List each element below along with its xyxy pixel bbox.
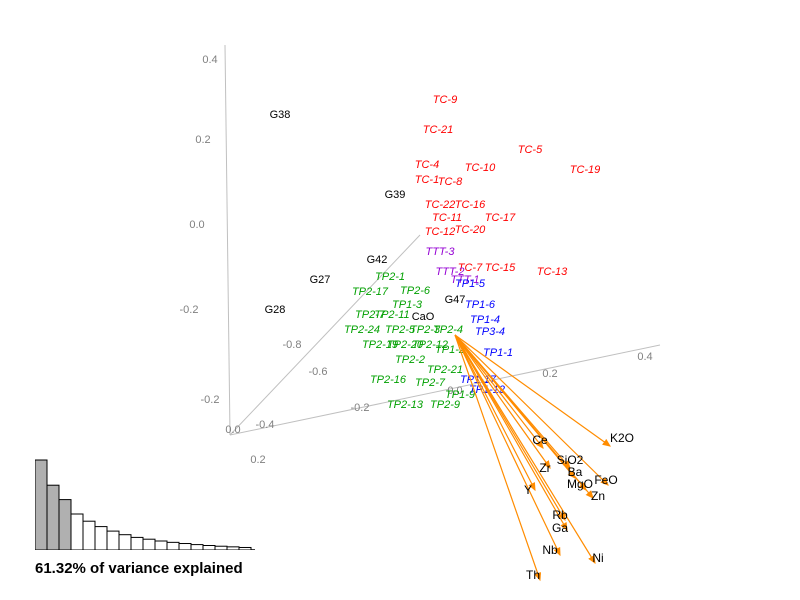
sample-label: CaO xyxy=(412,311,435,323)
sample-label: TC-16 xyxy=(455,199,486,211)
sample-label: TP2-16 xyxy=(370,374,406,386)
axis-tick-label: 0.2 xyxy=(542,368,557,380)
sample-label: TP2-7 xyxy=(415,377,445,389)
sample-label: TC-10 xyxy=(465,162,496,174)
loading-label: FeO xyxy=(594,473,617,487)
sample-label: G27 xyxy=(310,274,331,286)
sample-label: TC-4 xyxy=(415,159,439,171)
axis-tick-label: -0.2 xyxy=(351,402,370,414)
sample-label: TP1-17 xyxy=(460,374,496,386)
sample-label: TC-5 xyxy=(518,144,542,156)
axis-tick-label: -0.2 xyxy=(180,304,199,316)
axis-tick-label: 0.4 xyxy=(202,54,217,66)
sample-label: TP3-4 xyxy=(475,326,505,338)
sample-label: TP1-6 xyxy=(465,299,495,311)
loading-label: K2O xyxy=(610,431,634,445)
sample-label: TP2-13 xyxy=(387,399,423,411)
sample-label: TP2-7 xyxy=(355,309,385,321)
sample-label: TC-13 xyxy=(537,266,568,278)
axis-tick-label: 0.0 xyxy=(447,385,462,397)
sample-label: TP2-4 xyxy=(433,324,463,336)
loading-label: Ni xyxy=(592,551,603,565)
axis-tick-label: -0.4 xyxy=(256,419,275,431)
sample-label: TP2-19 xyxy=(362,339,398,351)
sample-label: TC-17 xyxy=(485,212,516,224)
sample-label: TP2-5 xyxy=(385,324,415,336)
axis-tick-label: -0.2 xyxy=(201,394,220,406)
sample-label: G39 xyxy=(385,189,406,201)
sample-label: TP2-21 xyxy=(427,364,463,376)
axis-tick-label: 0.4 xyxy=(637,351,652,363)
sample-label: G42 xyxy=(367,254,388,266)
sample-label: TP1-5 xyxy=(455,278,485,290)
scree-plot xyxy=(35,455,265,550)
sample-label: TC-20 xyxy=(455,224,486,236)
axis-tick-label: 0.0 xyxy=(189,219,204,231)
sample-label: TP2-2 xyxy=(395,354,425,366)
loading-label: Ga xyxy=(552,521,568,535)
axis-tick-label: 0.0 xyxy=(225,424,240,436)
sample-label: TP2-3 xyxy=(410,324,440,336)
sample-label: TP1-1 xyxy=(483,347,513,359)
axis-tick-label: -0.6 xyxy=(309,366,328,378)
pca-biplot: 0.4 0.2 0.0 -0.2 -0.4 -0.2 0.0 0.2 0.4 -0.8 -0.6 -0… xyxy=(0,0,800,600)
sample-label: TTT-3 xyxy=(426,246,455,258)
loading-label: Zn xyxy=(591,489,605,503)
sample-label: TTT-2 xyxy=(436,266,465,278)
axis-tick-label: 0.2 xyxy=(195,134,210,146)
sample-label: TC-9 xyxy=(433,94,457,106)
loading-label: Rb xyxy=(552,508,567,522)
loading-label: MgO xyxy=(567,477,593,491)
sample-label: TC-15 xyxy=(485,262,516,274)
loading-label: Ce xyxy=(532,433,547,447)
sample-label: TP2-6 xyxy=(400,285,430,297)
sample-label: TC-21 xyxy=(423,124,454,136)
sample-label: TC-22 xyxy=(425,199,456,211)
sample-label: TC-7 xyxy=(458,262,482,274)
sample-label: TP2-20 xyxy=(387,339,423,351)
sample-label: TC-19 xyxy=(570,164,601,176)
sample-label: TP1-3 xyxy=(392,299,422,311)
sample-label: G28 xyxy=(265,304,286,316)
loading-label: Y xyxy=(524,483,532,497)
sample-label: TC-8 xyxy=(438,176,462,188)
sample-label: TP2-1 xyxy=(375,271,405,283)
sample-label: TC-1 xyxy=(415,174,439,186)
sample-label: TC-11 xyxy=(432,212,462,224)
variance-explained-text: 61.32% of variance explained xyxy=(35,560,243,577)
sample-label: TP2-9 xyxy=(430,399,460,411)
sample-label: TP2-12 xyxy=(412,339,448,351)
sample-label: TTT-1 xyxy=(451,274,480,286)
sample-label: TP2-17 xyxy=(352,286,388,298)
sample-label: TC-12 xyxy=(425,226,456,238)
axis-tick-label: -0.8 xyxy=(283,339,302,351)
loading-label: Nb xyxy=(542,543,557,557)
loading-label: Th xyxy=(526,568,540,582)
sample-label: G47 xyxy=(445,294,466,306)
sample-label: TP2-24 xyxy=(344,324,380,336)
sample-label: TP1-4 xyxy=(470,314,500,326)
loading-label: Zr xyxy=(539,461,550,475)
sample-label: TP1-12 xyxy=(469,384,505,396)
sample-label: TP1-2 xyxy=(435,344,465,356)
sample-label: G38 xyxy=(270,109,291,121)
sample-label: TP2-11 xyxy=(374,309,409,321)
